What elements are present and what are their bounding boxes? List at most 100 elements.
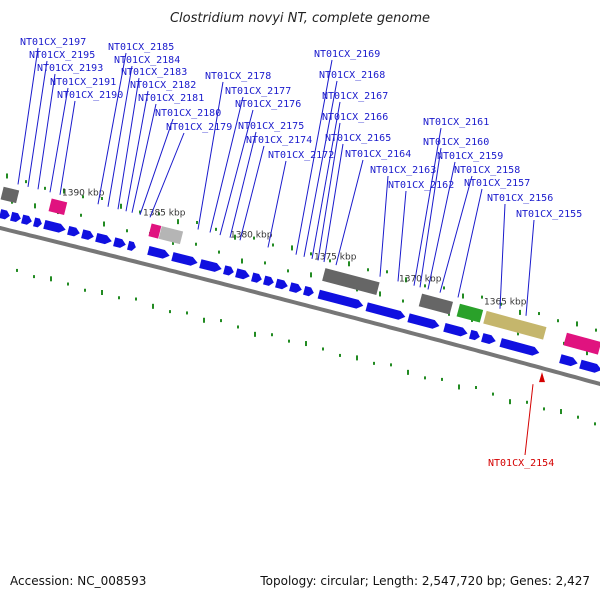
gc-dot [356, 288, 358, 292]
gc-dot [63, 188, 65, 194]
gc-dot [441, 377, 443, 381]
gene-label: NT01CX_2166 [322, 112, 388, 123]
feature-box [148, 223, 162, 239]
label-line [239, 145, 265, 241]
gene-arrow [499, 338, 540, 356]
gene-label: NT01CX_2175 [238, 121, 304, 132]
gene-arrow [443, 322, 468, 337]
gc-dot [234, 234, 236, 240]
gene-arrow [275, 278, 288, 290]
gene-arrow [407, 313, 440, 329]
label-line [117, 77, 140, 210]
gene-arrow [10, 211, 21, 223]
gc-dot [322, 347, 324, 351]
gene-label: NT01CX_2182 [130, 80, 196, 91]
gene-arrow [81, 229, 94, 240]
gene-labels: NT01CX_2197 NT01CX_2195 NT01CX_2193 NT01CX_… [20, 37, 582, 469]
gc-dot [543, 407, 545, 411]
label-line [131, 103, 157, 213]
label-line [59, 100, 76, 195]
label-line [267, 160, 287, 248]
gc-dot [310, 252, 312, 256]
gene-arrow [263, 275, 274, 286]
highlight-label-line [524, 384, 534, 456]
gc-dot [103, 221, 105, 227]
gc-dot [203, 317, 205, 323]
gc-dot [594, 422, 596, 426]
gc-dot [172, 239, 174, 245]
gc-dot [526, 400, 528, 404]
gene-label: NT01CX_2168 [319, 70, 385, 81]
gene-label: NT01CX_2164 [345, 149, 411, 160]
highlighted-gene-marker [539, 372, 545, 383]
gc-dot [126, 229, 128, 233]
tick-label: 1380 kbp [230, 231, 273, 241]
label-line [499, 203, 506, 309]
gc-dot [237, 325, 239, 329]
gc-dot [196, 220, 198, 224]
label-line [139, 118, 174, 215]
label-line [317, 122, 341, 261]
gene-label: NT01CX_2174 [246, 135, 312, 146]
gene-label: NT01CX_2191 [50, 77, 116, 88]
gc-dot [25, 180, 27, 184]
gc-dot [405, 277, 407, 283]
gc-dot [67, 282, 69, 286]
gc-dot [34, 203, 36, 209]
gc-dot [50, 276, 52, 282]
gc-dot [356, 355, 358, 361]
gc-dot [101, 197, 103, 201]
gc-dot [475, 386, 477, 390]
gc-dot [186, 311, 188, 315]
gene-arrow [21, 214, 32, 225]
feature-box [582, 337, 600, 355]
gc-dot [80, 213, 82, 217]
gc-dot [519, 309, 521, 315]
gc-dot [481, 295, 483, 299]
coordinate-ticks: 1390 kbp 1385 kbp 1380 kbp 1375 kbp 1370 kbp… [62, 188, 527, 307]
gene-label: NT01CX_2176 [235, 99, 301, 110]
gc-dot [254, 331, 256, 337]
gc-dot [215, 227, 217, 231]
label-line [335, 159, 364, 266]
label-line [525, 219, 535, 316]
gene-label: NT01CX_2197 [20, 37, 86, 48]
gc-dot [16, 268, 18, 272]
gc-dot [264, 261, 266, 265]
gene-label: NT01CX_2169 [314, 49, 380, 60]
feature-box [456, 303, 484, 323]
gc-dot [458, 384, 460, 390]
gc-dot [305, 341, 307, 347]
gc-dot [271, 333, 273, 337]
gc-dot [424, 376, 426, 380]
gene-label: NT01CX_2177 [225, 86, 291, 97]
gc-dot [563, 341, 565, 345]
label-line [197, 81, 224, 230]
label-line [219, 109, 254, 236]
tick-label: 1385 kbp [143, 209, 186, 219]
gc-dot [11, 200, 13, 204]
feature-box [158, 226, 184, 245]
gc-dot [577, 415, 579, 419]
label-line [209, 96, 244, 233]
gene-arrow [289, 282, 302, 293]
label-line [295, 59, 333, 255]
gc-dot [586, 350, 588, 356]
gc-dot [120, 203, 122, 209]
label-line [303, 80, 338, 257]
gene-label: NT01CX_2163 [370, 165, 436, 176]
gc-dot [402, 299, 404, 303]
gc-dot [272, 243, 274, 247]
gene-arrow [469, 329, 480, 341]
gene-label: NT01CX_2172 [268, 150, 334, 161]
gc-dot [339, 353, 341, 357]
label-line [427, 161, 456, 290]
gc-dot [390, 363, 392, 367]
gene-arrow [579, 359, 600, 373]
label-line [97, 52, 127, 205]
gene-arrow [223, 265, 234, 276]
gene-label: NT01CX_2190 [57, 90, 123, 101]
backbone-line [0, 225, 600, 387]
label-line [323, 143, 344, 263]
gc-dot [538, 312, 540, 316]
